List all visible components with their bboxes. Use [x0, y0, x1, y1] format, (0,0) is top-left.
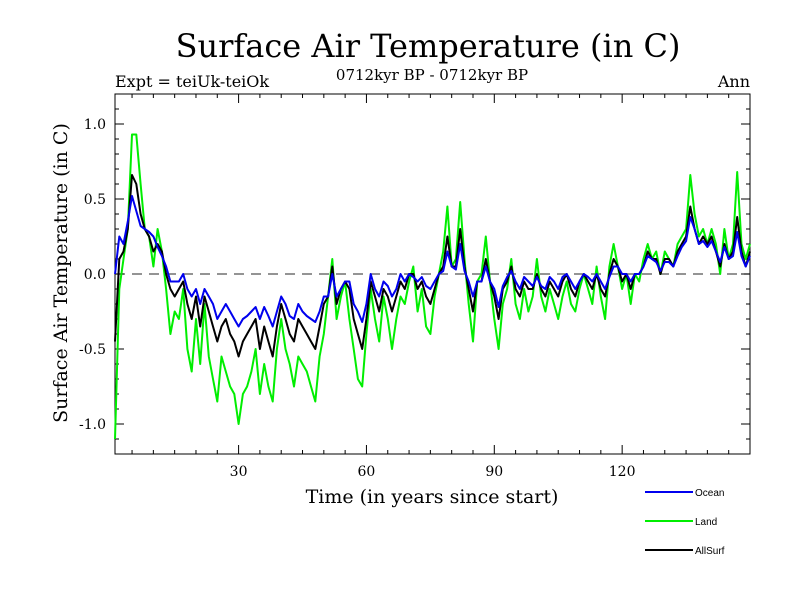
chart-title: Surface Air Temperature (in C)	[176, 27, 681, 65]
y-tick-label: 1.0	[84, 117, 106, 133]
plot-frame	[114, 93, 751, 455]
season-label: Ann	[717, 72, 750, 91]
legend: Ocean Land AllSurf	[645, 488, 725, 557]
series-line-ocean	[114, 195, 751, 328]
y-tick-label: -0.5	[79, 342, 106, 358]
legend-label-allsurf: AllSurf	[695, 546, 725, 557]
x-axis-title: Time (in years since start)	[306, 486, 559, 508]
y-tick-label: 0.5	[84, 192, 106, 208]
x-tick-label: 30	[230, 464, 248, 480]
chart-subtitle: 0712kyr BP - 0712kyr BP	[336, 66, 528, 84]
x-axis-ticks: 30 60 90 120	[131, 94, 751, 480]
x-tick-label: 60	[358, 464, 376, 480]
series-lines	[114, 133, 751, 440]
x-tick-label: 120	[609, 464, 636, 480]
series-line-land	[114, 133, 751, 440]
y-axis-ticks: -1.0 -0.5 0.0 0.5 1.0	[79, 108, 750, 440]
experiment-label: Expt = teiUk-teiOk	[115, 72, 269, 91]
y-tick-label: 0.0	[84, 267, 106, 283]
y-axis-title: Surface Air Temperature (in C)	[50, 123, 72, 423]
x-tick-label: 90	[485, 464, 503, 480]
legend-label-land: Land	[695, 517, 717, 528]
y-tick-label: -1.0	[79, 417, 106, 433]
series-line-allsurf	[114, 174, 751, 358]
legend-label-ocean: Ocean	[695, 488, 724, 499]
